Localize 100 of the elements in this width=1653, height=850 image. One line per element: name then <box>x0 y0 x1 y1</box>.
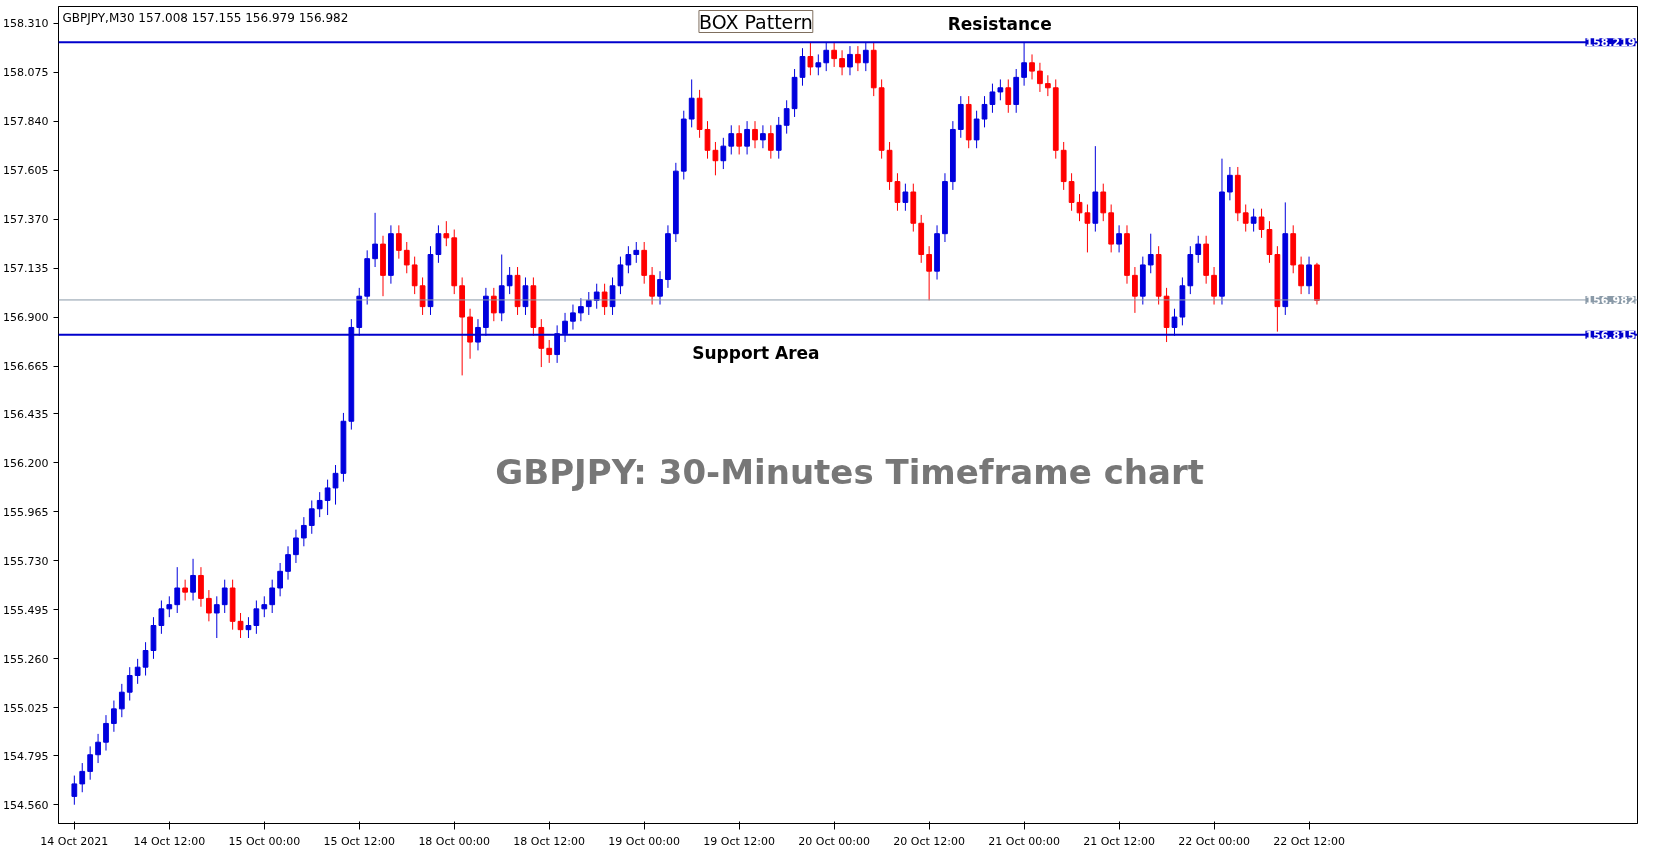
candlestick <box>372 212 378 268</box>
candlestick <box>269 579 276 614</box>
candlestick <box>720 137 727 170</box>
candlestick <box>839 49 845 76</box>
candlestick <box>1250 208 1257 233</box>
x-tick-label: 15 Oct 00:00 <box>228 834 301 848</box>
candlestick <box>601 283 608 316</box>
candlestick <box>198 566 204 608</box>
candlestick <box>71 775 78 806</box>
x-tick-label: 22 Oct 00:00 <box>1178 834 1250 848</box>
ref-line-label: 156.815 <box>1585 328 1636 342</box>
y-tick-label: 155.495 <box>3 603 49 617</box>
candlestick <box>815 53 822 76</box>
candlestick <box>847 45 853 76</box>
x-tick-label: 14 Oct 2021 <box>40 834 109 848</box>
candlestick <box>174 566 181 614</box>
y-tick-label: 154.795 <box>3 749 49 763</box>
y-tick-label: 156.200 <box>3 456 49 470</box>
candlestick <box>126 666 133 702</box>
candlestick <box>332 464 339 506</box>
ref-line-label: 158.219 <box>1585 36 1636 50</box>
candlestick <box>134 658 141 685</box>
chart-title: GBPJPY,M30 157.008 157.155 156.979 156.982 <box>62 10 349 25</box>
text: GBPJPY: 30-Minutes Timeframe chart <box>495 452 1204 493</box>
candlestick <box>855 45 861 72</box>
x-tick-label: 20 Oct 00:00 <box>798 834 871 848</box>
candlestick <box>807 41 814 76</box>
x-tick-label: 18 Oct 12:00 <box>513 834 586 848</box>
annotation: BOX Pattern <box>698 10 813 33</box>
candlestick <box>206 589 212 622</box>
candlestick <box>562 312 568 343</box>
candlestick <box>213 595 220 639</box>
ref-line-label: 156.982 <box>1585 293 1636 307</box>
candlestick <box>1298 256 1304 295</box>
y-tick-label: 155.260 <box>3 652 49 666</box>
candlestick <box>395 224 402 260</box>
candlestick <box>221 579 228 614</box>
candlestick <box>103 714 109 752</box>
candlestick <box>324 479 331 516</box>
candlestick <box>973 110 980 149</box>
candlestick <box>1116 224 1122 253</box>
x-tick-label: 18 Oct 00:00 <box>418 834 491 848</box>
candlestick <box>546 339 553 364</box>
candlestick <box>1005 78 1012 114</box>
candlestick <box>300 516 307 547</box>
y-tick-label: 155.965 <box>3 505 49 519</box>
y-tick-label: 157.840 <box>3 115 49 129</box>
candlestick <box>308 499 315 535</box>
y-tick-label: 157.370 <box>3 213 49 227</box>
candlestick <box>831 41 838 68</box>
candlestick <box>736 124 743 155</box>
candlestick <box>79 762 86 793</box>
candlestick <box>443 220 450 247</box>
candlestick <box>625 245 632 274</box>
candlestick <box>760 124 766 149</box>
candlestick <box>799 47 806 87</box>
candlestick <box>277 562 283 597</box>
y-tick-label: 156.900 <box>3 311 49 325</box>
candlestick <box>411 256 418 295</box>
candlestick <box>617 256 624 295</box>
y-tick-label: 157.605 <box>3 164 49 178</box>
candlestick <box>1147 233 1154 274</box>
x-tick-label: 21 Oct 00:00 <box>988 834 1060 848</box>
candlestick <box>783 99 790 135</box>
candlestick <box>1037 62 1043 93</box>
x-tick-label: 14 Oct 12:00 <box>133 834 206 848</box>
candlestick <box>1132 266 1138 314</box>
candlestick <box>1044 74 1051 97</box>
candlestick <box>1029 53 1035 80</box>
candlestick <box>111 700 117 733</box>
candlestick <box>862 41 869 72</box>
candlestick <box>1100 183 1107 222</box>
candlestick <box>1242 204 1249 233</box>
candlestick <box>403 241 410 274</box>
candlestick <box>1306 256 1312 295</box>
x-tick-label: 15 Oct 12:00 <box>323 834 396 848</box>
candlestick <box>293 529 299 564</box>
x-tick-label: 20 Oct 12:00 <box>893 834 965 848</box>
candlestick <box>316 491 323 518</box>
candlestick <box>767 124 774 160</box>
candlestick <box>166 595 173 618</box>
candlestick <box>926 245 932 301</box>
y-tick-label: 155.025 <box>3 701 49 715</box>
candlestick <box>237 612 244 639</box>
candlestick <box>657 270 663 306</box>
candlestick <box>245 616 252 639</box>
x-tick-label: 22 Oct 12:00 <box>1273 834 1345 848</box>
candlestick <box>554 324 561 364</box>
annotation: Support Area <box>692 342 820 363</box>
candlestick <box>688 78 695 128</box>
candlestick <box>506 266 513 295</box>
annotation: Resistance <box>947 14 1052 35</box>
candlestick <box>752 120 758 149</box>
y-tick-label: 155.730 <box>3 554 49 568</box>
y-tick-label: 158.310 <box>3 17 49 31</box>
candlestick <box>190 558 196 601</box>
y-tick-label: 156.435 <box>3 407 49 421</box>
candlestick <box>87 745 94 781</box>
candlestick <box>1084 204 1091 253</box>
y-tick-label: 157.135 <box>3 262 49 276</box>
